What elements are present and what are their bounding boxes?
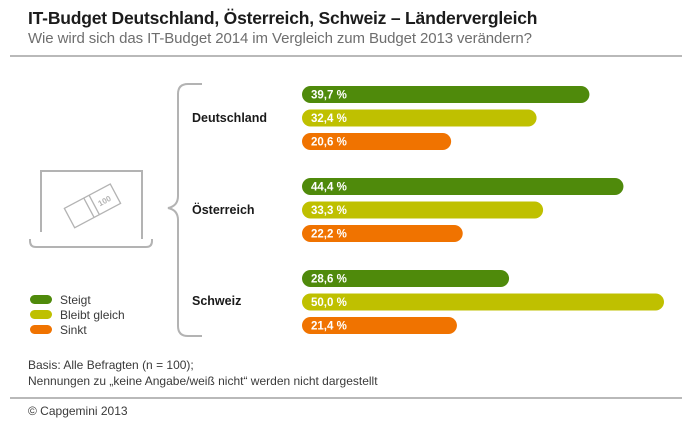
bar-schweiz-bleibt-gleich: [302, 293, 664, 311]
bar-label-schweiz-bleibt-gleich: 50,0 %: [311, 297, 347, 309]
legend-item-steigt: Steigt: [30, 292, 125, 307]
legend-label: Bleibt gleich: [60, 307, 125, 322]
bar-schweiz-steigt: [302, 270, 510, 287]
bar-label-oesterreich-sinkt: 22,2 %: [311, 229, 347, 241]
laptop-screen: [40, 170, 143, 239]
legend-label: Sinkt: [60, 322, 87, 337]
bar-label-oesterreich-steigt: 44,4 %: [311, 182, 347, 194]
legend-item-bleibt-gleich: Bleibt gleich: [30, 307, 125, 322]
bar-schweiz-sinkt: [302, 317, 457, 334]
laptop-with-banknotes-icon: 100: [29, 170, 153, 248]
bar-deutschland-bleibt-gleich: [302, 109, 537, 127]
legend-swatch-steigt: [30, 295, 52, 304]
banknotes-icon: 100: [63, 183, 122, 229]
chart-title: IT-Budget Deutschland, Österreich, Schwe…: [28, 8, 538, 28]
bar-label-schweiz-steigt: 28,6 %: [311, 274, 347, 286]
chart-subtitle: Wie wird sich das IT-Budget 2014 im Verg…: [28, 30, 532, 47]
legend-item-sinkt: Sinkt: [30, 322, 125, 337]
bar-deutschland-sinkt: [302, 133, 452, 150]
legend-swatch-bleibt-gleich: [30, 310, 52, 319]
country-label-oesterreich: Österreich: [192, 203, 255, 217]
bar-label-deutschland-bleibt-gleich: 32,4 %: [311, 113, 347, 125]
laptop-base: [29, 239, 153, 248]
bar-label-schweiz-sinkt: 21,4 %: [311, 321, 347, 333]
bar-oesterreich-bleibt-gleich: [302, 201, 544, 219]
banknote-value: 100: [97, 194, 113, 208]
bar-deutschland-steigt: [302, 86, 590, 103]
legend-label: Steigt: [60, 292, 91, 307]
legend: Steigt Bleibt gleich Sinkt: [30, 292, 125, 337]
country-label-deutschland: Deutschland: [192, 111, 268, 125]
bar-label-oesterreich-bleibt-gleich: 33,3 %: [311, 205, 347, 217]
excluded-note: Nennungen zu „keine Angabe/weiß nicht“ w…: [28, 374, 378, 388]
footer-divider: [10, 397, 682, 399]
bar-oesterreich-steigt: [302, 178, 624, 195]
country-label-schweiz: Schweiz: [192, 294, 242, 308]
curly-brace: [167, 83, 202, 337]
bar-label-deutschland-sinkt: 20,6 %: [311, 137, 347, 149]
header-divider: [10, 55, 682, 57]
basis-note: Basis: Alle Befragten (n = 100);: [28, 358, 194, 372]
bar-oesterreich-sinkt: [302, 225, 463, 242]
legend-swatch-sinkt: [30, 325, 52, 334]
bar-label-deutschland-steigt: 39,7 %: [311, 90, 347, 102]
copyright: © Capgemini 2013: [28, 404, 128, 418]
